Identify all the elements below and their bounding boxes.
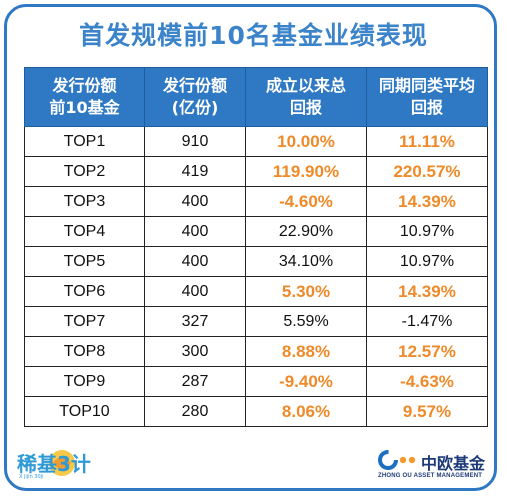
fund-performance-table: 发行份额 前10基金 发行份额 (亿份) 成立以来总 回报 同期同类平均 回报 … — [24, 67, 488, 427]
header-fund-rank-label: 发行份额 前10基金 — [49, 76, 120, 117]
total-return-cell: 5.59% — [245, 306, 367, 337]
table-row: TOP1 910 10.00% 11.11% — [24, 126, 488, 157]
table-row: TOP9 287 -9.40% -4.63% — [24, 366, 488, 397]
peer-average-cell: -1.47% — [366, 306, 488, 337]
table-row: TOP2 419 119.90% 220.57% — [24, 156, 488, 187]
header-fund-rank: 发行份额 前10基金 — [24, 67, 145, 127]
total-return-cell: 8.88% — [245, 336, 367, 367]
shares-cell: 400 — [144, 186, 246, 217]
peer-average-cell: 14.39% — [366, 186, 488, 217]
table-row: TOP5 400 34.10% 10.97% — [24, 246, 488, 277]
total-return-cell: 10.00% — [245, 126, 367, 157]
total-return-cell: -4.60% — [245, 186, 367, 217]
peer-average-cell: 12.57% — [366, 336, 488, 367]
fund-rank-cell: TOP1 — [24, 126, 145, 157]
header-peer-average: 同期同类平均 回报 — [366, 67, 488, 127]
peer-average-cell: 10.97% — [366, 246, 488, 277]
fund-rank-cell: TOP7 — [24, 306, 145, 337]
header-peer-average-label: 同期同类平均 回报 — [378, 76, 475, 117]
header-total-return-label: 成立以来总 回报 — [265, 76, 346, 117]
zhong-ou-logo-cn: 中欧基金 — [421, 454, 486, 473]
zhong-ou-logo: 中欧基金 ZHONG OU ASSET MANAGEMENT — [377, 449, 495, 485]
fund-rank-cell: TOP6 — [24, 276, 145, 307]
fund-rank-cell: TOP10 — [24, 396, 145, 427]
fund-rank-cell: TOP4 — [24, 216, 145, 247]
table-row: TOP7 327 5.59% -1.47% — [24, 306, 488, 337]
zhong-ou-logo-en: ZHONG OU ASSET MANAGEMENT — [378, 473, 483, 479]
table-row: TOP8 300 8.88% 12.57% — [24, 336, 488, 367]
shares-cell: 300 — [144, 336, 246, 367]
header-total-return: 成立以来总 回报 — [245, 67, 367, 127]
shares-cell: 910 — [144, 126, 246, 157]
shares-cell: 400 — [144, 276, 246, 307]
total-return-cell: 8.06% — [245, 396, 367, 427]
table-row: TOP4 400 22.90% 10.97% — [24, 216, 488, 247]
table-body: TOP1 910 10.00% 11.11% TOP2 419 119.90% 220.57%… — [24, 126, 488, 427]
total-return-cell: 119.90% — [245, 156, 367, 187]
fund-rank-cell: TOP8 — [24, 336, 145, 367]
peer-average-cell: 9.57% — [366, 396, 488, 427]
fund-rank-cell: TOP2 — [24, 156, 145, 187]
table-row: TOP10 280 8.06% 9.57% — [24, 396, 488, 427]
table-row: TOP3 400 -4.60% 14.39% — [24, 186, 488, 217]
peer-average-cell: 11.11% — [366, 126, 488, 157]
jijin-logo-icon — [49, 450, 75, 476]
total-return-cell: 5.30% — [245, 276, 367, 307]
shares-cell: 419 — [144, 156, 246, 187]
shares-cell: 287 — [144, 366, 246, 397]
peer-average-cell: -4.63% — [366, 366, 488, 397]
page-title: 首发规模前10名基金业绩表现 — [79, 21, 428, 50]
shares-cell: 280 — [144, 396, 246, 427]
zhong-ou-logo-icon — [378, 450, 416, 470]
table-row: TOP6 400 5.30% 14.39% — [24, 276, 488, 307]
jijin-logo-subtext: X jijin 30ji — [19, 474, 44, 480]
peer-average-cell: 220.57% — [366, 156, 488, 187]
total-return-cell: -9.40% — [245, 366, 367, 397]
header-shares-label: 发行份额 (亿份) — [162, 76, 227, 117]
peer-average-cell: 14.39% — [366, 276, 488, 307]
total-return-cell: 34.10% — [245, 246, 367, 277]
total-return-cell: 22.90% — [245, 216, 367, 247]
peer-average-cell: 10.97% — [366, 216, 488, 247]
shares-cell: 400 — [144, 246, 246, 277]
fund-rank-cell: TOP5 — [24, 246, 145, 277]
shares-cell: 327 — [144, 306, 246, 337]
jijin-logo: 稀基3计 X jijin 30ji — [17, 448, 107, 486]
header-shares: 发行份额 (亿份) — [144, 67, 246, 127]
fund-rank-cell: TOP3 — [24, 186, 145, 217]
table-header-row: 发行份额 前10基金 发行份额 (亿份) 成立以来总 回报 同期同类平均 回报 — [24, 67, 488, 127]
jijin-logo-text: 稀基3计 — [17, 452, 91, 476]
shares-cell: 400 — [144, 216, 246, 247]
fund-rank-cell: TOP9 — [24, 366, 145, 397]
